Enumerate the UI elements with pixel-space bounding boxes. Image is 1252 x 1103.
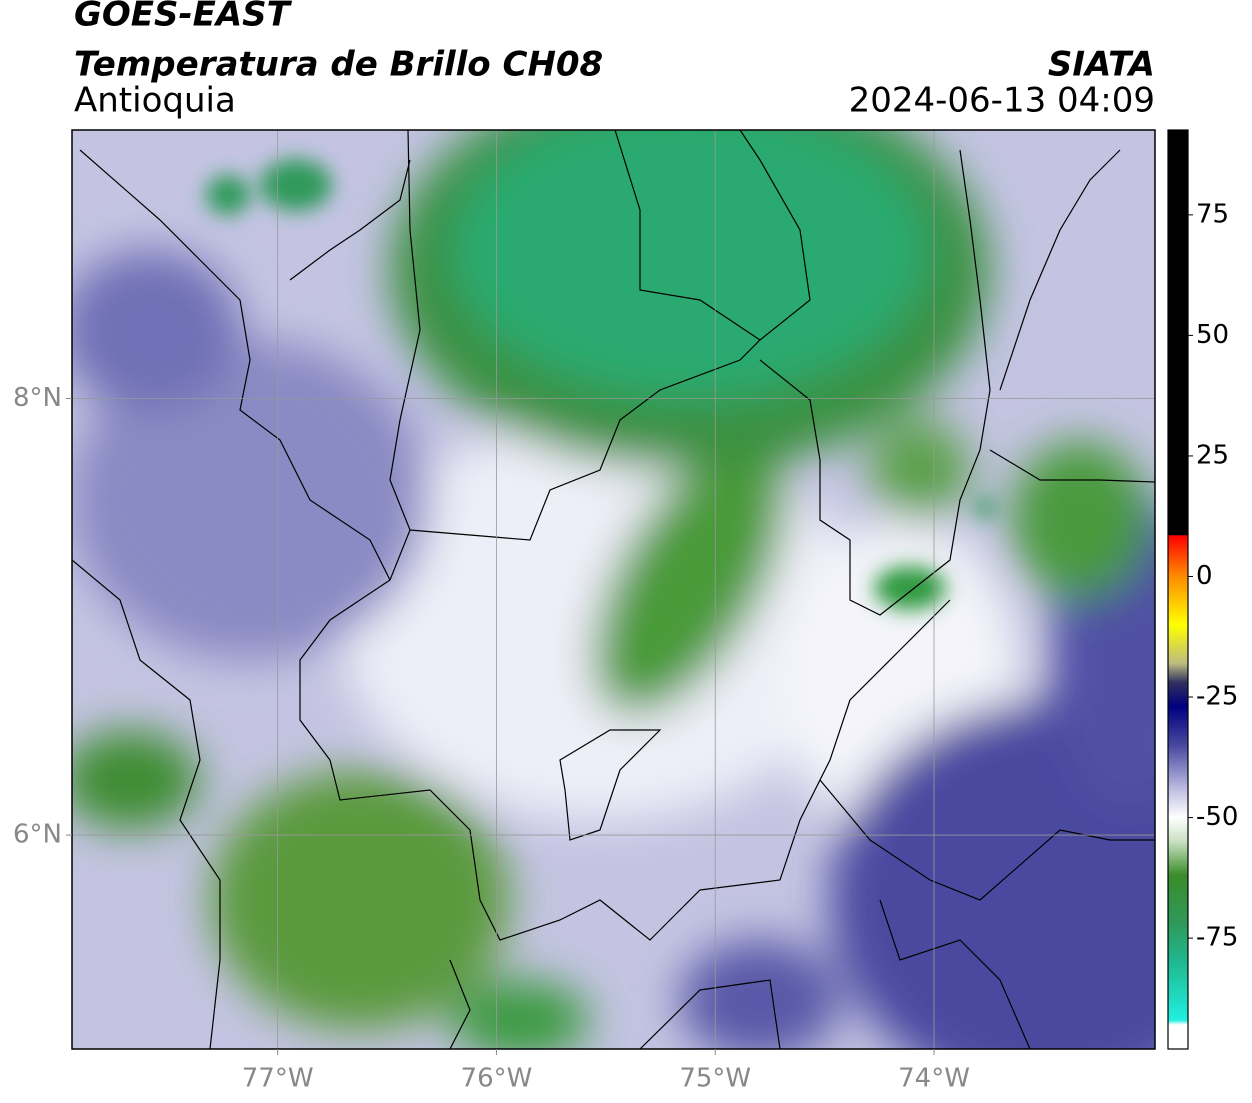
colorbar-tick-label: -25: [1196, 682, 1238, 712]
x-tick-label: 74°W: [898, 1064, 970, 1094]
field-patches: [72, 130, 1155, 1049]
boundaries: [72, 130, 1155, 1049]
source: SIATA: [1048, 45, 1155, 85]
grid: [72, 130, 1155, 1049]
y-tick-label: 8°N: [13, 383, 62, 413]
x-tick-label: 76°W: [461, 1064, 533, 1094]
satellite-title: GOES-EAST: [74, 0, 293, 35]
x-tick-label: 75°W: [679, 1064, 751, 1094]
colorbar-tick-label: 50: [1196, 320, 1229, 350]
colorbar-tick-label: 75: [1196, 199, 1229, 229]
product-title: Temperatura de Brillo CH08: [74, 45, 603, 85]
datetime: 2024-06-13 04:09: [849, 81, 1155, 121]
colorbar: [1167, 129, 1189, 1050]
colorbar-tick-label: -75: [1196, 923, 1238, 953]
colorbar-tick-label: -50: [1196, 802, 1238, 832]
colorbar-tick-label: 0: [1196, 561, 1213, 591]
map-frame: [71, 129, 1156, 1050]
x-tick-label: 77°W: [242, 1064, 314, 1094]
colorbar-tick-label: 25: [1196, 440, 1229, 470]
region: Antioquia: [74, 81, 236, 121]
y-tick-label: 6°N: [13, 820, 62, 850]
temperature-field: [72, 130, 1155, 1049]
